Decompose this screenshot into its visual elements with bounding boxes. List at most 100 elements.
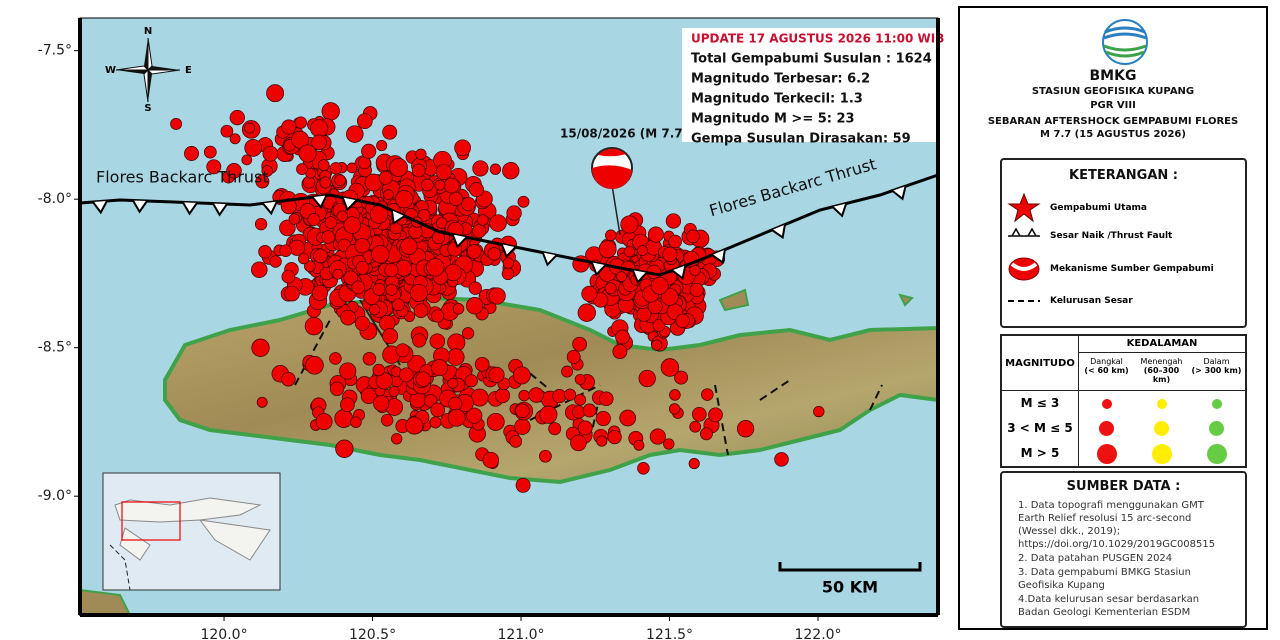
magnitude-class: 3 < M ≤ 5 — [1007, 421, 1073, 435]
legend-symbols — [1007, 192, 1041, 302]
aftershock — [324, 216, 338, 229]
aftershock — [669, 389, 681, 401]
aftershock — [577, 303, 596, 322]
aftershock — [561, 365, 574, 378]
aftershock — [637, 245, 648, 257]
aftershock — [649, 428, 666, 445]
aftershock — [311, 284, 328, 302]
aftershock — [343, 216, 361, 234]
aftershock — [385, 283, 398, 296]
aftershock — [251, 338, 270, 357]
aftershock — [356, 113, 373, 129]
aftershock — [620, 215, 639, 234]
aftershock — [279, 219, 296, 237]
aftershock — [665, 213, 682, 229]
aftershock — [395, 343, 410, 358]
aftershock — [354, 315, 370, 331]
aftershock — [466, 407, 483, 424]
thrust-tooth — [341, 197, 358, 212]
aftershock — [384, 263, 399, 278]
aftershock — [487, 247, 501, 261]
depth-table: MAGNITUDO KEDALAMAN Dangkal (< 60 km) Mene… — [1000, 334, 1247, 468]
depth-dot — [1206, 443, 1227, 464]
aftershock — [266, 84, 285, 103]
aftershock — [383, 189, 394, 200]
scale-label: 50 KM — [822, 578, 878, 597]
info-line: Magnitudo Terbesar: 6.2 — [691, 72, 870, 87]
aftershock — [548, 422, 562, 436]
aftershock — [468, 281, 482, 295]
aftershock — [688, 458, 700, 470]
aftershock — [256, 396, 268, 408]
aftershock — [563, 388, 577, 401]
frame-bar — [78, 18, 82, 615]
aftershock — [372, 363, 386, 377]
lat-tick-label: -8.0° — [38, 191, 72, 207]
aftershock — [203, 145, 217, 159]
aftershock — [582, 403, 597, 418]
thrust-tooth — [311, 195, 328, 210]
aftershock — [514, 418, 531, 435]
aftershock — [411, 163, 426, 178]
aftershock — [652, 318, 666, 332]
aftershock — [382, 124, 398, 140]
thrust-tooth — [500, 243, 517, 259]
depth-dot — [1156, 398, 1167, 409]
lat-tick-label: -9.0° — [38, 488, 72, 504]
lon-tick-label: 120.5° — [349, 627, 396, 640]
magnitude-class: M ≤ 3 — [1020, 396, 1060, 410]
aftershock — [619, 409, 637, 427]
region: PGR VIII — [1090, 100, 1136, 111]
aftershock — [689, 282, 704, 297]
aftershock — [464, 374, 478, 388]
aftershock — [501, 267, 515, 281]
aftershock — [298, 252, 310, 265]
aftershock — [699, 427, 713, 441]
aftershock — [329, 352, 342, 365]
aftershock — [472, 160, 489, 177]
aftershock — [334, 174, 346, 187]
aftershock — [443, 177, 460, 194]
aftershock — [413, 303, 429, 318]
map: Flores Backarc Thrust Flores Backarc Thr… — [38, 17, 944, 640]
aftershock — [288, 213, 301, 225]
legend-item: Sesar Naik /Thrust Fault — [1050, 231, 1173, 241]
thrust-tooth — [711, 249, 726, 265]
aftershock — [329, 162, 343, 175]
source-item: 3. Data gempabumi BMKG Stasiun Geofisika… — [1018, 567, 1191, 591]
aftershock — [311, 134, 327, 151]
depth-range: (60–300 km) — [1143, 366, 1180, 384]
aftershock — [528, 387, 544, 403]
aftershock — [488, 287, 506, 305]
aftershock — [466, 244, 482, 259]
aftershock — [736, 420, 755, 438]
thrust-tooth — [92, 200, 108, 215]
aftershock — [391, 433, 403, 445]
thrust-tooth — [390, 210, 406, 225]
aftershock — [229, 109, 245, 126]
aftershock — [400, 237, 418, 255]
aftershock — [315, 413, 333, 431]
aftershock — [336, 210, 349, 223]
aftershock — [321, 230, 336, 244]
thrust-tooth — [831, 203, 848, 218]
aftershock — [515, 477, 531, 493]
aftershock — [362, 351, 377, 366]
aftershock — [244, 139, 263, 157]
info-box — [682, 28, 936, 142]
aftershock — [426, 258, 445, 277]
aftershock — [517, 195, 530, 208]
aftershock — [307, 213, 321, 227]
aftershock — [566, 349, 581, 364]
aftershock — [304, 260, 316, 273]
info-line: Magnitudo Terkecil: 1.3 — [691, 92, 863, 107]
aftershock — [262, 145, 279, 162]
aftershock — [279, 244, 292, 257]
aftershock — [574, 373, 586, 385]
aftershock — [343, 270, 359, 286]
aftershock — [281, 119, 297, 135]
aftershock — [313, 248, 328, 264]
aftershock — [477, 214, 489, 226]
aftershock — [254, 217, 268, 231]
thrust-tooth — [541, 252, 558, 267]
